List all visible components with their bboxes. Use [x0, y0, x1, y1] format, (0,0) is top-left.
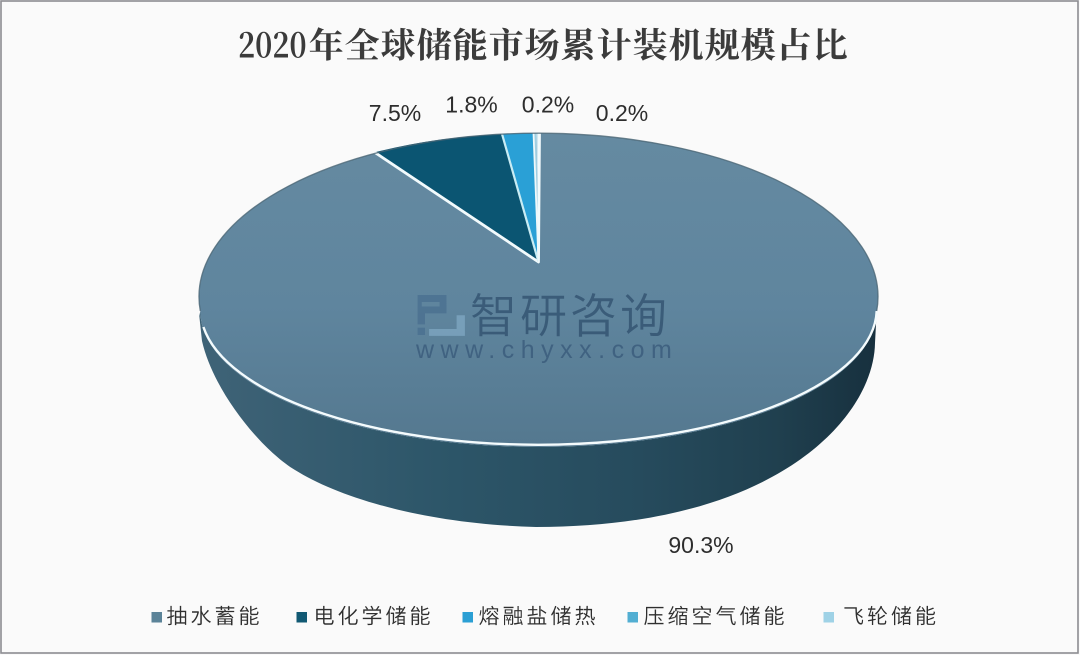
- svg-text:90.3%: 90.3%: [668, 532, 733, 558]
- svg-text:1.8%: 1.8%: [445, 92, 497, 118]
- svg-text:0.2%: 0.2%: [522, 92, 574, 118]
- svg-text:www.chyxx.com: www.chyxx.com: [415, 336, 678, 364]
- svg-text:0.2%: 0.2%: [596, 100, 648, 126]
- svg-text:7.5%: 7.5%: [369, 100, 421, 126]
